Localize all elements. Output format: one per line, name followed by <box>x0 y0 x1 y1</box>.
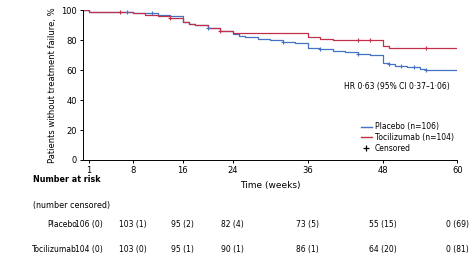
Text: Placebo: Placebo <box>47 220 77 229</box>
Text: 86 (1): 86 (1) <box>296 245 319 254</box>
Text: 103 (1): 103 (1) <box>119 220 146 229</box>
Text: Number at risk: Number at risk <box>33 175 100 184</box>
Text: 0 (69): 0 (69) <box>446 220 469 229</box>
Text: 73 (5): 73 (5) <box>296 220 319 229</box>
X-axis label: Time (weeks): Time (weeks) <box>240 181 301 190</box>
Text: 0 (81): 0 (81) <box>446 245 469 254</box>
Text: (number censored): (number censored) <box>33 201 110 210</box>
Text: 64 (20): 64 (20) <box>369 245 396 254</box>
Text: 55 (15): 55 (15) <box>369 220 396 229</box>
Legend: Placebo (n=106), Tocilizumab (n=104), Censored: Placebo (n=106), Tocilizumab (n=104), Ce… <box>361 122 454 153</box>
Text: 95 (2): 95 (2) <box>172 220 194 229</box>
Text: 82 (4): 82 (4) <box>221 220 244 229</box>
Text: 103 (0): 103 (0) <box>119 245 147 254</box>
Text: 104 (0): 104 (0) <box>75 245 103 254</box>
Text: 95 (1): 95 (1) <box>172 245 194 254</box>
Text: 90 (1): 90 (1) <box>221 245 244 254</box>
Text: Tocilizumab: Tocilizumab <box>32 245 77 254</box>
Text: HR 0·63 (95% CI 0·37–1·06): HR 0·63 (95% CI 0·37–1·06) <box>344 82 450 91</box>
Y-axis label: Patients without treatment failure, %: Patients without treatment failure, % <box>48 7 57 163</box>
Text: 106 (0): 106 (0) <box>75 220 103 229</box>
